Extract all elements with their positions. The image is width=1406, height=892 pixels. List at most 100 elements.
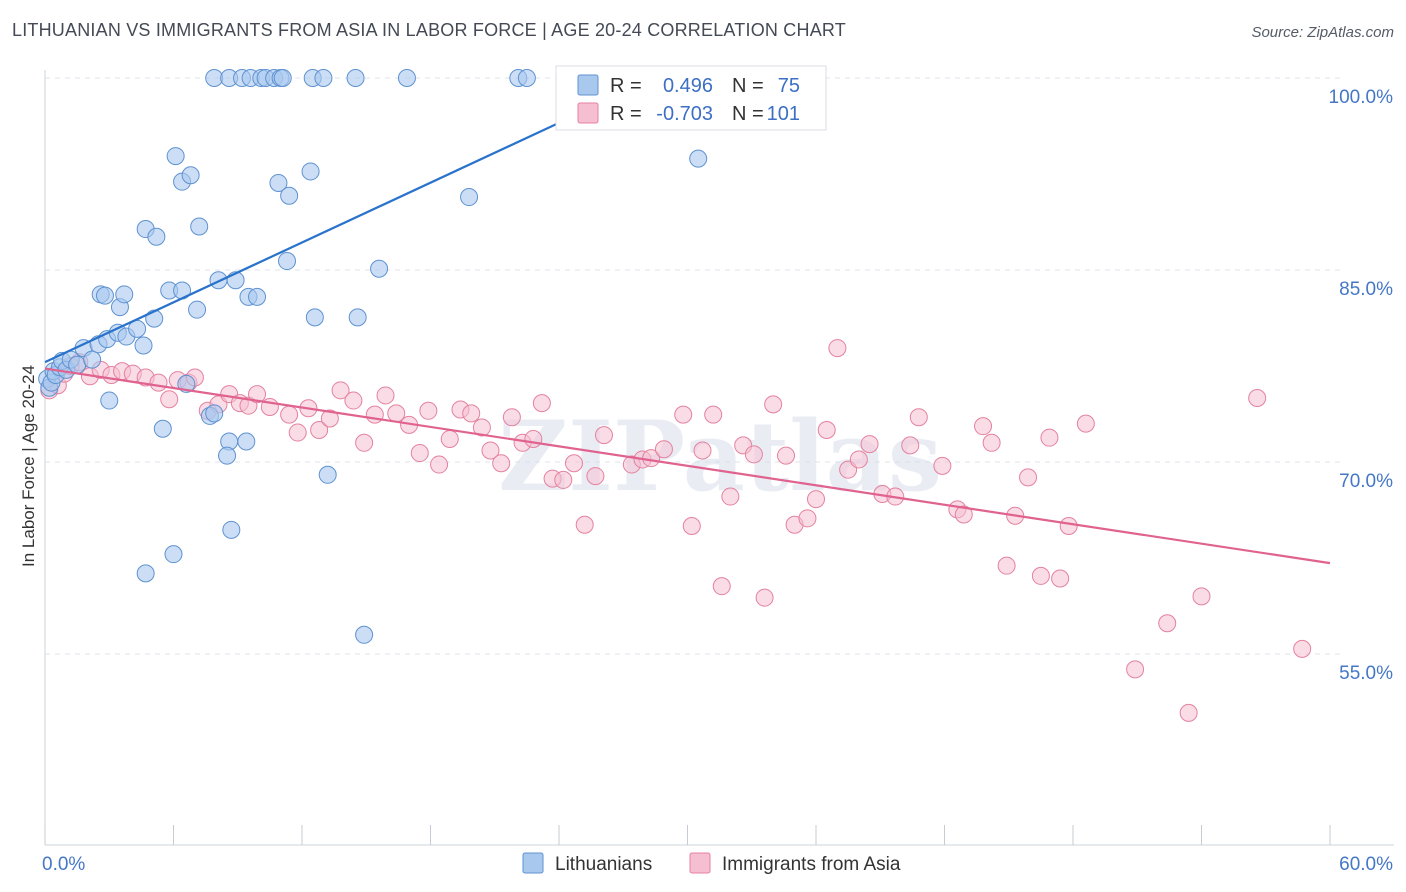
lithuanian-point-73: [136, 564, 155, 583]
legend-swatch-asia: [689, 852, 711, 874]
asia-point-90: [1040, 428, 1059, 447]
stats-r-value-2: -0.703: [656, 103, 713, 125]
lithuanian-point-74: [355, 625, 374, 644]
lithuanian-point-53: [273, 69, 292, 87]
asia-point-53: [594, 426, 613, 445]
asia-point-65: [744, 445, 763, 464]
asia-point-44: [502, 408, 521, 427]
asia-point-49: [554, 470, 573, 489]
asia-point-36: [419, 401, 438, 420]
asia-point-12: [160, 390, 179, 409]
trend-line-asia: [44, 367, 1331, 565]
asia-point-40: [462, 404, 481, 423]
asia-point-11: [149, 373, 168, 392]
asia-point-52: [586, 467, 605, 486]
asia-point-71: [807, 490, 825, 509]
y-tick-label-0: 55.0%: [1339, 663, 1393, 684]
lithuanian-point-62: [100, 391, 119, 410]
asia-point-47: [532, 394, 551, 413]
asia-point-86: [997, 556, 1016, 575]
asia-point-29: [344, 391, 363, 410]
asia-point-62: [712, 577, 731, 596]
lithuanian-point-69: [218, 446, 237, 465]
lithuanian-point-44: [689, 149, 708, 168]
lithuanian-point-32: [348, 308, 367, 327]
lithuanian-point-43: [460, 188, 479, 207]
stats-swatch-lithuanians: [577, 74, 599, 96]
asia-point-97: [1192, 587, 1211, 606]
lithuanian-point-57: [397, 69, 416, 87]
lithuanian-point-29: [248, 287, 267, 306]
asia-point-72: [817, 421, 836, 439]
lithuanian-point-67: [237, 432, 256, 451]
asia-point-41: [472, 418, 491, 437]
x-tick-label-0: 0.0%: [42, 854, 85, 875]
asia-point-89: [1031, 566, 1050, 585]
lithuanian-point-25: [188, 300, 207, 319]
lithuanian-point-45: [205, 69, 224, 87]
stats-n-label-2: N =: [732, 103, 764, 125]
trend-line-lithuanians: [44, 77, 656, 364]
lithuanian-point-33: [370, 259, 389, 278]
lithuanian-point-72: [164, 545, 183, 564]
y-tick-label-2: 85.0%: [1339, 279, 1393, 300]
stats-n-value-1: 75: [778, 75, 800, 97]
asia-point-66: [755, 588, 774, 607]
chart-source: Source: ZipAtlas.com: [1251, 24, 1394, 41]
asia-point-57: [654, 440, 673, 459]
lithuanian-points: [38, 69, 819, 644]
y-tick-labels: 55.0% 70.0% 85.0% 100.0%: [1329, 87, 1394, 684]
lithuanian-point-9: [68, 355, 87, 374]
asia-point-51: [575, 515, 594, 534]
asia-point-35: [410, 444, 429, 463]
lithuanian-point-22: [115, 285, 134, 304]
asia-point-76: [860, 435, 879, 454]
asia-point-23: [280, 405, 299, 424]
asia-point-31: [365, 405, 384, 424]
asia-point-75: [849, 450, 868, 469]
asia-point-95: [1158, 614, 1177, 633]
stats-swatch-asia: [577, 102, 599, 124]
asia-point-81: [933, 456, 952, 475]
asia-point-59: [682, 517, 701, 535]
x-tick-label-1: 60.0%: [1339, 854, 1393, 875]
series-legend: Lithuanians Immigrants from Asia: [522, 852, 901, 875]
lithuanian-point-68: [177, 374, 196, 393]
stats-legend: R = 0.496 N = 75 R = -0.703 N = 101: [555, 65, 827, 131]
asia-point-67: [764, 395, 783, 414]
asia-point-60: [693, 441, 712, 460]
asia-point-80: [909, 408, 928, 427]
asia-point-84: [974, 417, 993, 436]
lithuanian-point-70: [318, 465, 337, 484]
asia-point-99: [1293, 639, 1312, 658]
asia-point-50: [564, 454, 583, 473]
asia-point-79: [901, 436, 920, 455]
x-tick-labels: 0.0% 60.0%: [42, 854, 1393, 875]
asia-point-43: [492, 454, 511, 473]
stats-r-label-2: R =: [610, 103, 642, 125]
y-axis-label: In Labor Force | Age 20-24: [19, 365, 38, 567]
asia-point-61: [704, 405, 723, 424]
asia-point-92: [1059, 517, 1078, 535]
lithuanian-point-56: [346, 69, 365, 87]
asia-point-91: [1051, 569, 1070, 588]
asia-point-94: [1126, 660, 1145, 679]
lithuanian-point-40: [269, 173, 288, 192]
asia-point-26: [310, 421, 329, 439]
asia-point-24: [288, 423, 307, 442]
lithuanian-point-41: [280, 186, 299, 205]
asia-point-96: [1179, 703, 1198, 722]
lithuanian-point-17: [134, 336, 153, 355]
lithuanian-point-11: [83, 350, 102, 369]
asia-point-37: [430, 455, 449, 474]
stats-r-value-1: 0.496: [663, 75, 713, 97]
stats-n-value-2: 101: [767, 103, 800, 125]
stats-r-label-1: R =: [610, 75, 642, 97]
asia-point-88: [1019, 468, 1038, 487]
asia-point-73: [828, 339, 847, 358]
lithuanian-point-36: [190, 217, 209, 236]
y-tick-label-1: 70.0%: [1339, 471, 1393, 492]
asia-point-27: [320, 409, 339, 428]
lithuanian-point-42: [301, 162, 320, 181]
